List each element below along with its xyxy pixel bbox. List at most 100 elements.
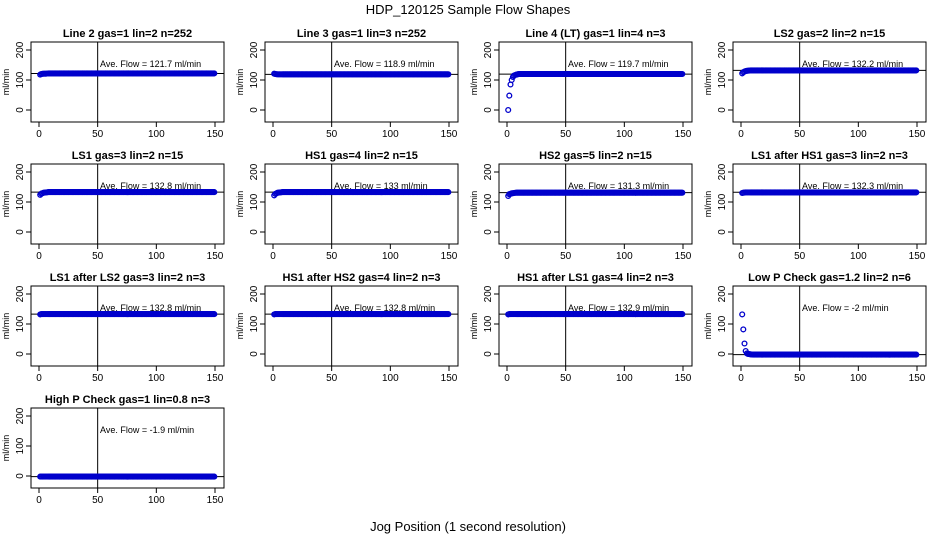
data-points	[37, 70, 218, 78]
plot-frame	[264, 163, 459, 245]
x-tick-label: 0	[504, 251, 510, 262]
x-tick-label: 100	[148, 495, 165, 506]
chart-panel: Line 2 gas=1 lin=2 n=252 0 50 100 150 0 100 200…	[1, 28, 225, 140]
x-tick-label: 100	[382, 129, 399, 140]
data-point	[211, 70, 218, 77]
data-points	[505, 311, 686, 318]
average-flow-annotation: Ave. Flow = 118.9 ml/min	[334, 59, 434, 69]
data-point	[913, 67, 920, 74]
y-tick-label: 0	[15, 473, 26, 479]
y-tick-label: 100	[249, 315, 260, 332]
x-tick-label: 50	[794, 373, 806, 384]
x-tick-label: 50	[560, 373, 572, 384]
data-points	[37, 311, 218, 318]
y-tick-label: 200	[717, 41, 728, 58]
data-point	[445, 311, 452, 318]
y-tick-label: 100	[717, 315, 728, 332]
y-tick-label: 100	[483, 71, 494, 88]
average-flow-annotation: Ave. Flow = 131.3 ml/min	[568, 181, 669, 191]
chart-panel: Line 4 (LT) gas=1 lin=4 n=3 0 50 100 150 0 100…	[469, 28, 693, 140]
chart-panel: HS1 gas=4 lin=2 n=15 0 50 100 150 0 100 200 ml/m…	[235, 150, 459, 262]
data-point	[445, 71, 452, 78]
average-flow-annotation: Ave. Flow = 132.8 ml/min	[334, 303, 435, 313]
average-flow-annotation: Ave. Flow = 132.8 ml/min	[100, 303, 201, 313]
panel-title: HS1 after LS1 gas=4 lin=2 n=3	[517, 272, 674, 284]
average-flow-annotation: Ave. Flow = 133 ml/min	[334, 181, 428, 191]
x-tick-label: 50	[794, 251, 806, 262]
data-point	[913, 189, 920, 196]
y-tick-label: 200	[717, 285, 728, 302]
y-tick-label: 200	[717, 163, 728, 180]
y-axis-label: ml/min	[235, 69, 245, 96]
average-flow-annotation: Ave. Flow = -2 ml/min	[802, 303, 889, 313]
x-tick-label: 150	[675, 251, 692, 262]
x-tick-label: 150	[909, 373, 926, 384]
y-tick-label: 100	[15, 437, 26, 454]
y-tick-label: 0	[717, 229, 728, 235]
data-points	[505, 189, 686, 200]
y-tick-label: 0	[15, 351, 26, 357]
x-tick-label: 0	[36, 129, 42, 140]
figure-title: HDP_120125 Sample Flow Shapes	[365, 2, 571, 17]
panel-title: Line 2 gas=1 lin=2 n=252	[63, 28, 192, 40]
average-flow-annotation: Ave. Flow = 132.8 ml/min	[100, 181, 201, 191]
y-tick-label: 0	[483, 351, 494, 357]
y-axis-label: ml/min	[1, 313, 11, 340]
y-tick-label: 200	[483, 285, 494, 302]
data-points	[271, 311, 452, 318]
plot-frame	[30, 41, 225, 123]
data-point	[508, 76, 515, 84]
x-tick-label: 50	[326, 251, 338, 262]
y-axis-label: ml/min	[703, 313, 713, 340]
y-tick-label: 100	[15, 193, 26, 210]
data-points	[271, 70, 452, 78]
plot-frame	[498, 163, 693, 245]
y-tick-label: 0	[249, 229, 260, 235]
x-tick-label: 100	[616, 251, 633, 262]
y-tick-label: 100	[717, 71, 728, 88]
x-tick-label: 0	[738, 373, 744, 384]
y-axis-label: ml/min	[469, 313, 479, 340]
x-tick-label: 150	[909, 251, 926, 262]
chart-panel: LS1 after LS2 gas=3 lin=2 n=3 0 50 100 150 0 1…	[1, 272, 225, 384]
y-tick-label: 0	[249, 107, 260, 113]
x-tick-label: 0	[738, 129, 744, 140]
y-tick-label: 0	[15, 229, 26, 235]
y-tick-label: 200	[15, 163, 26, 180]
chart-panel: HS1 after LS1 gas=4 lin=2 n=3 0 50 100 150 0 1…	[469, 272, 693, 384]
y-tick-label: 0	[717, 107, 728, 113]
panel-title: HS1 gas=4 lin=2 n=15	[305, 150, 418, 162]
x-tick-label: 150	[909, 129, 926, 140]
chart-panel: Low P Check gas=1.2 lin=2 n=6 0 50 100 150 0 1…	[703, 272, 927, 384]
x-tick-label: 50	[92, 495, 104, 506]
chart-panel: HS1 after HS2 gas=4 lin=2 n=3 0 50 100 150 0 1…	[235, 272, 459, 384]
panel-title: LS2 gas=2 lin=2 n=15	[774, 28, 886, 40]
y-tick-label: 0	[483, 107, 494, 113]
y-tick-label: 0	[15, 107, 26, 113]
x-tick-label: 150	[207, 373, 224, 384]
x-tick-label: 100	[382, 373, 399, 384]
plot-frame	[30, 285, 225, 367]
data-point	[679, 70, 686, 78]
y-axis-label: ml/min	[1, 191, 11, 218]
y-tick-label: 100	[15, 71, 26, 88]
panel-title: Line 4 (LT) gas=1 lin=4 n=3	[525, 28, 665, 40]
average-flow-annotation: Ave. Flow = 132.9 ml/min	[568, 303, 669, 313]
y-tick-label: 200	[483, 163, 494, 180]
chart-panel: High P Check gas=1 lin=0.8 n=3 0 50 100 150 0…	[1, 394, 225, 506]
average-flow-annotation: Ave. Flow = 132.2 ml/min	[802, 59, 903, 69]
x-tick-label: 0	[504, 373, 510, 384]
y-tick-label: 200	[15, 407, 26, 424]
average-flow-annotation: Ave. Flow = -1.9 ml/min	[100, 425, 194, 435]
panel-title: HS2 gas=5 lin=2 n=15	[539, 150, 652, 162]
data-point	[505, 106, 512, 114]
y-axis-label: ml/min	[235, 191, 245, 218]
x-tick-label: 0	[36, 251, 42, 262]
x-tick-label: 50	[326, 373, 338, 384]
y-tick-label: 200	[15, 41, 26, 58]
plot-frame	[732, 163, 927, 245]
plot-frame	[264, 41, 459, 123]
panel-title: LS1 after LS2 gas=3 lin=2 n=3	[50, 272, 206, 284]
y-axis-label: ml/min	[469, 69, 479, 96]
